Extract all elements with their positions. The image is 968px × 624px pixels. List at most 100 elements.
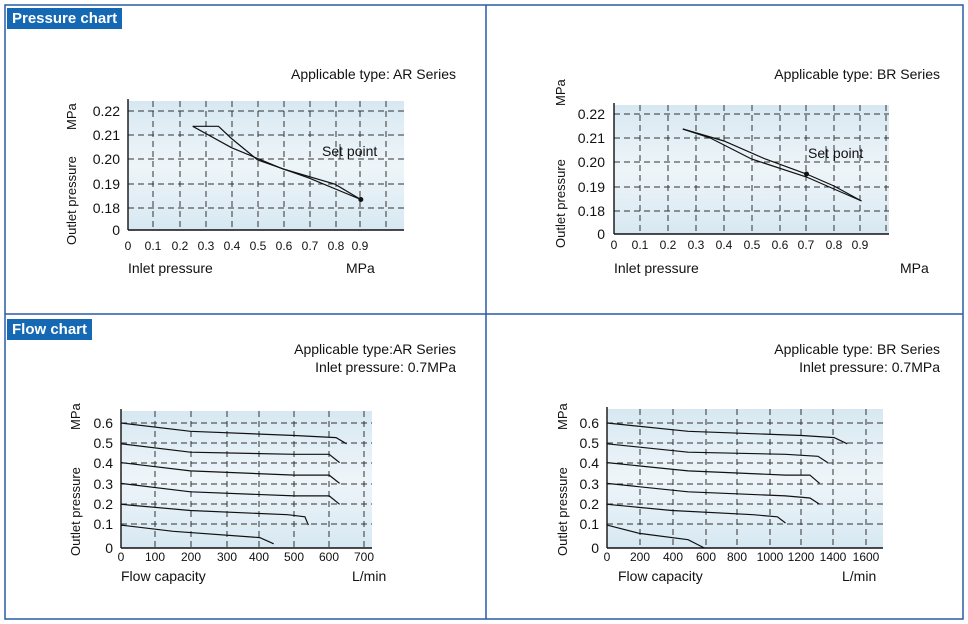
pressure-br-yunit: MPa [553,79,568,106]
flow_ar-series-line [120,422,347,445]
pressure_ar-ytick-label: 0.19 [93,176,120,192]
flow-br-yunit: MPa [555,403,570,430]
flow_ar-ytick-label: 0.1 [94,516,114,532]
pressure_br-set-point-marker [804,171,809,177]
pressure_ar-xtick-label: 0.9 [352,239,369,253]
pressure_br-ytick-label: 0 [597,226,605,242]
pressure_br-xtick-label: 0.8 [826,238,843,252]
flow_br-xtick-label: 400 [663,550,683,564]
pressure_br-xtick-label: 0.7 [798,238,815,252]
flow_br-series-line [606,462,820,484]
flow_ar-ytick-label: 0 [105,540,113,556]
flow_br-xtick-label: 1600 [853,550,880,564]
pressure_ar-ytick-label: 0.18 [93,200,120,216]
flow_ar-xtick-label: 400 [249,550,269,564]
pressure_br-ytick-label: 0.20 [578,154,605,170]
pressure-ar-applicable: Applicable type: AR Series [291,66,456,82]
pressure-ar-xunit: MPa [346,260,375,276]
flow-chart-header: Flow chart [7,319,93,340]
pressure_br-ytick-label: 0.21 [578,130,605,146]
flow_ar-ytick-label: 0.6 [94,415,114,431]
pressure_ar-xtick-label: 0.6 [276,239,293,253]
pressure_ar-xtick-label: 0 [125,239,132,253]
flow_ar-xtick-label: 300 [217,550,237,564]
pressure_ar-ytick-label: 0 [112,222,120,238]
flow_br-ytick-label: 0.4 [580,455,600,471]
flow-ar-ylabel: Outlet pressure [68,467,83,556]
flow_br-ytick-label: 0.3 [580,476,600,492]
flow_br-ytick-label: 0 [591,540,599,556]
flow_br-series-line [606,503,786,524]
pressure-br-ylabel: Outlet pressure [553,159,568,248]
pressure_ar-series-line [192,125,362,201]
flow_ar-xtick-label: 600 [319,550,339,564]
flow_br-ytick-label: 0.6 [580,415,600,431]
pressure_ar-set-point-label: Set point [322,143,377,159]
flow-ar-yunit: MPa [68,403,83,430]
flow_br-xtick-label: 1000 [757,550,784,564]
pressure_ar-xtick-label: 0.7 [302,239,319,253]
pressure_ar-ytick-label: 0.22 [93,103,120,119]
flow_ar-xtick-label: 500 [284,550,304,564]
pressure-ar-ylabel: Outlet pressure [64,156,79,245]
flow_ar-xtick-label: 700 [354,550,374,564]
flow_br-series-line [606,422,848,445]
flow-ar-xunit: L/min [352,568,387,584]
flow_ar-ytick-label: 0.4 [94,455,114,471]
pressure_ar-ytick-label: 0.20 [93,151,120,167]
flow_br-ytick-label: 0.1 [580,516,600,532]
flow_br-series-line [606,443,829,464]
flow-br-xunit: L/min [842,568,877,584]
pressure_ar-xtick-label: 0.1 [145,239,162,253]
pressure-ar-xlabel: Inlet pressure [128,260,213,276]
pressure_br-xtick-label: 0.2 [660,238,677,252]
flow_br-xtick-label: 0 [604,550,611,564]
flow_ar-series-line [120,443,340,464]
pressure_ar-set-point-marker [358,197,364,202]
pressure-ar-yunit: MPa [64,103,79,130]
pressure_br-set-point-label: Set point [808,145,863,161]
flow_ar-series-line [120,524,274,545]
flow_ar-xtick-label: 100 [145,550,165,564]
outer-border [4,4,964,620]
pressure-br-xunit: MPa [900,260,929,276]
pressure_br-xtick-label: 0.1 [632,238,649,252]
flow_br-series-line [606,524,705,549]
flow-ar-inlet: Inlet pressure: 0.7MPa [315,359,456,375]
pressure_br-xtick-label: 0.3 [688,238,705,252]
pressure_br-xtick-label: 0.5 [744,238,761,252]
flow_br-plot-area [607,409,883,548]
pressure-br-xlabel: Inlet pressure [614,260,699,276]
pressure_ar-plot-area [128,101,404,230]
flow-br-inlet: Inlet pressure: 0.7MPa [799,359,940,375]
pressure_ar-series-line [192,125,362,201]
pressure-chart-header: Pressure chart [7,8,123,29]
flow_br-xtick-label: 600 [696,550,716,564]
pressure_ar-xtick-label: 0.3 [198,239,215,253]
flow-br-applicable: Applicable type: BR Series [774,341,940,357]
flow_ar-xtick-label: 200 [181,550,201,564]
flow_ar-ytick-label: 0.5 [94,435,114,451]
pressure_br-xtick-label: 0.4 [716,238,733,252]
pressure_br-xtick-label: 0 [611,238,618,252]
pressure_br-xtick-label: 0.9 [852,238,869,252]
flow_br-xtick-label: 800 [727,550,747,564]
flow_ar-series-line [120,503,309,526]
flow-ar-xlabel: Flow capacity [121,568,206,584]
pressure_br-ytick-label: 0.22 [578,106,605,122]
pressure_br-series-line [682,128,862,202]
pressure_ar-xtick-label: 0.4 [224,239,241,253]
flow_br-xtick-label: 1200 [788,550,815,564]
pressure_br-ytick-label: 0.18 [578,203,605,219]
flow_br-series-line [606,482,820,505]
pressure_ar-xtick-label: 0.8 [328,239,345,253]
flow_br-ytick-label: 0.2 [580,496,600,512]
pressure-br-applicable: Applicable type: BR Series [774,66,940,82]
flow_ar-ytick-label: 0.2 [94,496,114,512]
flow_ar-series-line [120,482,340,505]
pressure_br-series-line [682,128,862,202]
flow_ar-xtick-label: 0 [118,550,125,564]
pressure_br-ytick-label: 0.19 [578,179,605,195]
